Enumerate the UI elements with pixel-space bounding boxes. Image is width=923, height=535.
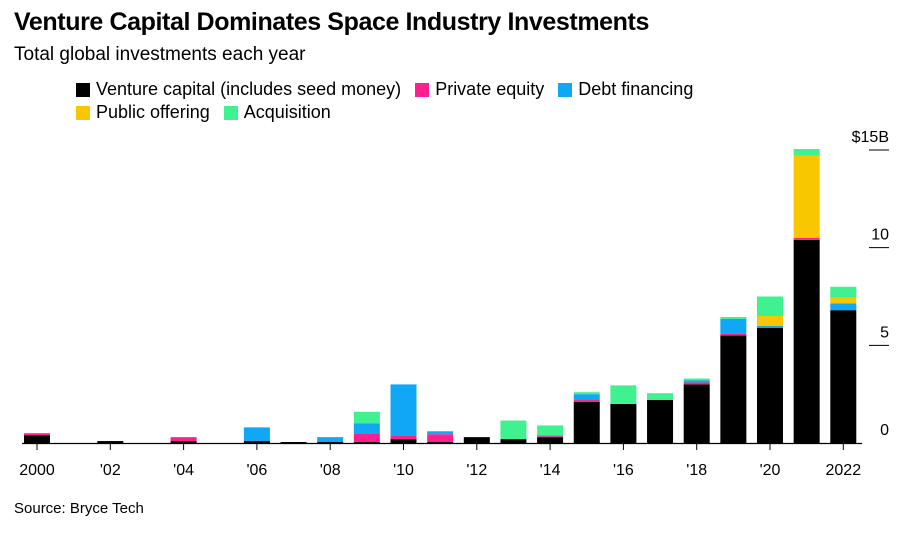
y-tick-label-5: 5 — [880, 324, 889, 341]
legend-item-venture-capital: Venture capital (includes seed money) — [76, 79, 401, 100]
bar-debt-financing-2018 — [683, 380, 710, 383]
bar-venture-capital-includes-seed-money-2017 — [647, 400, 674, 443]
bar-acquisition-2013 — [500, 420, 527, 440]
chart-subtitle: Total global investments each year — [14, 44, 306, 65]
bar-venture-capital-includes-seed-money-2002 — [97, 441, 124, 443]
legend-item-acquisition: Acquisition — [223, 102, 331, 123]
bar-acquisition-2015 — [573, 392, 600, 395]
x-tick-label-2006: '06 — [246, 462, 267, 479]
bar-venture-capital-includes-seed-money-2013 — [500, 439, 527, 443]
bar-venture-capital-includes-seed-money-2016 — [610, 403, 637, 443]
x-tick-label-2020: '20 — [760, 462, 781, 479]
bar-acquisition-2021 — [793, 149, 820, 156]
x-tick-label-2014: '14 — [540, 462, 561, 479]
bar-venture-capital-includes-seed-money-2006 — [243, 441, 270, 443]
bar-acquisition-2019 — [720, 317, 747, 319]
bar-debt-financing-2019 — [720, 318, 747, 334]
bar-debt-financing-2009 — [353, 423, 380, 434]
y-tick-label-10: 10 — [871, 227, 889, 244]
bar-debt-financing-2020 — [757, 325, 783, 328]
bar-venture-capital-includes-seed-money-2011 — [427, 442, 454, 444]
bar-venture-capital-includes-seed-money-2022 — [830, 310, 857, 443]
legend-item-debt-financing: Debt financing — [558, 79, 693, 100]
legend-row-2: Public offering Acquisition — [76, 102, 345, 123]
x-tick-label-2004: '04 — [173, 462, 194, 479]
legend-label-venture-capital: Venture capital (includes seed money) — [96, 79, 402, 99]
source-note: Source: Bryce Tech — [14, 500, 144, 517]
x-tick-label-2008: '08 — [320, 462, 341, 479]
bar-acquisition-2009 — [353, 411, 380, 424]
bar-venture-capital-includes-seed-money-2014 — [537, 437, 564, 443]
legend-label-debt-financing: Debt financing — [578, 79, 694, 99]
x-tick-label-2016: '16 — [613, 462, 634, 479]
chart-title: Venture Capital Dominates Space Industry… — [14, 8, 649, 36]
bar-venture-capital-includes-seed-money-2012 — [463, 437, 490, 443]
bar-venture-capital-includes-seed-money-2004 — [170, 441, 197, 443]
legend-swatch-debt-financing — [558, 82, 573, 97]
bar-venture-capital-includes-seed-money-2010 — [390, 439, 417, 443]
legend-swatch-venture-capital — [76, 82, 90, 97]
bar-private-equity-2014 — [537, 436, 564, 438]
bar-venture-capital-includes-seed-money-2000 — [24, 435, 50, 443]
bar-acquisition-2017 — [647, 393, 674, 401]
x-tick-label-2022: 2022 — [826, 462, 862, 479]
bar-debt-financing-2014 — [537, 435, 564, 437]
bar-public-offering-2020 — [757, 316, 783, 326]
bar-acquisition-2020 — [757, 296, 783, 317]
bar-public-offering-2021 — [793, 155, 820, 238]
legend-swatch-private-equity — [415, 82, 430, 97]
bar-acquisition-2014 — [537, 425, 564, 436]
bar-venture-capital-includes-seed-money-2019 — [720, 335, 747, 443]
bar-private-equity-2011 — [427, 434, 454, 443]
bar-acquisition-2018 — [683, 378, 710, 381]
x-tick-label-2010: '10 — [393, 462, 414, 479]
bar-private-equity-2010 — [390, 435, 417, 440]
bar-public-offering-2022 — [830, 297, 857, 304]
bar-debt-financing-2008 — [317, 437, 344, 443]
bar-private-equity-2004 — [170, 437, 197, 442]
y-tick-label-0: 0 — [880, 422, 889, 439]
bar-private-equity-2009 — [353, 433, 380, 443]
bar-acquisition-2016 — [610, 385, 637, 404]
bar-private-equity-2000 — [24, 433, 50, 436]
bar-private-equity-2019 — [720, 333, 747, 336]
bar-venture-capital-includes-seed-money-2009 — [353, 442, 380, 444]
bar-venture-capital-includes-seed-money-2018 — [683, 384, 710, 443]
bar-debt-financing-2015 — [573, 394, 600, 401]
bar-venture-capital-includes-seed-money-2007 — [280, 442, 307, 444]
legend-row-1: Venture capital (includes seed money) Pr… — [76, 79, 707, 100]
x-tick-label-2018: '18 — [686, 462, 707, 479]
bar-private-equity-2021 — [793, 237, 820, 240]
y-tick-label-15: $15B — [852, 129, 889, 146]
x-tick-label-2000: 2000 — [19, 462, 55, 479]
legend-label-acquisition: Acquisition — [243, 102, 331, 122]
bar-venture-capital-includes-seed-money-2015 — [573, 401, 600, 443]
bar-debt-financing-2006 — [243, 427, 270, 442]
bar-debt-financing-2022 — [830, 303, 857, 311]
legend-label-public-offering: Public offering — [96, 102, 210, 122]
legend-item-public-offering: Public offering — [76, 102, 210, 123]
bar-debt-financing-2011 — [427, 431, 454, 435]
bar-venture-capital-includes-seed-money-2008 — [317, 442, 344, 444]
bar-private-equity-2015 — [573, 400, 600, 402]
x-tick-label-2002: '02 — [100, 462, 121, 479]
legend-item-private-equity: Private equity — [415, 79, 544, 100]
bar-acquisition-2022 — [830, 286, 857, 298]
bar-private-equity-2018 — [683, 382, 710, 385]
legend-swatch-public-offering — [76, 105, 90, 120]
bar-debt-financing-2010 — [390, 384, 417, 436]
legend-swatch-acquisition — [223, 105, 238, 120]
x-tick-label-2012: '12 — [466, 462, 487, 479]
bar-venture-capital-includes-seed-money-2021 — [793, 239, 820, 443]
bar-venture-capital-includes-seed-money-2020 — [757, 327, 783, 443]
legend-label-private-equity: Private equity — [435, 79, 545, 99]
